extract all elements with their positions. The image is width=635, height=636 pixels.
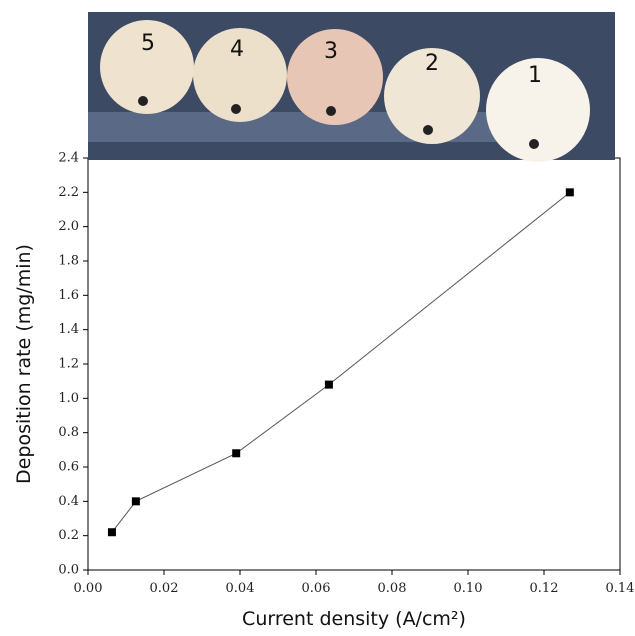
y-tick-label: 1.6: [58, 288, 79, 303]
data-point: [131, 497, 140, 506]
photo-inset: [88, 12, 615, 162]
y-tick-label: 0.6: [58, 460, 79, 475]
y-tick-label: 0.8: [58, 425, 79, 440]
x-tick-label: 0.12: [530, 581, 559, 596]
y-tick-label: 1.0: [58, 391, 79, 406]
y-tick-label: 2.0: [58, 219, 79, 234]
y-axis-label: Deposition rate (mg/min): [13, 244, 35, 484]
y-tick-label: 1.2: [58, 357, 79, 372]
sample-disc: [287, 29, 383, 125]
sample-disc: [193, 28, 287, 122]
sample-number: 4: [230, 37, 244, 62]
x-tick-label: 0.00: [74, 581, 103, 596]
data-point: [324, 380, 333, 389]
sample-number: 1: [528, 63, 542, 88]
y-tick-label: 0.0: [58, 563, 79, 578]
y-tick-label: 0.2: [58, 528, 79, 543]
sample-number: 3: [324, 39, 338, 64]
sample-number: 2: [425, 51, 439, 76]
sample-hole: [423, 125, 433, 135]
sample-hole: [138, 96, 148, 106]
sample-hole: [231, 104, 241, 114]
sample-hole: [326, 106, 336, 116]
x-axis-label: Current density (A/cm²): [242, 608, 466, 630]
x-tick-label: 0.02: [150, 581, 179, 596]
y-tick-label: 1.4: [58, 322, 79, 337]
sample-disc: [384, 48, 480, 144]
x-tick-label: 0.04: [226, 581, 255, 596]
x-tick-label: 0.14: [606, 581, 635, 596]
sample-disc: [100, 20, 194, 114]
series-line: [111, 191, 571, 533]
y-tick-label: 1.8: [58, 254, 79, 269]
x-tick-label: 0.10: [454, 581, 483, 596]
sample-number: 5: [141, 31, 155, 56]
x-tick-label: 0.06: [302, 581, 331, 596]
data-point: [107, 528, 116, 537]
y-tick-label: 2.2: [58, 185, 79, 200]
data-point: [232, 449, 241, 458]
data-point: [565, 188, 574, 197]
x-tick-label: 0.08: [378, 581, 407, 596]
sample-hole: [529, 139, 539, 149]
sample-disc: [486, 58, 590, 162]
y-tick-label: 0.4: [58, 494, 79, 509]
y-tick-label: 2.4: [58, 151, 79, 166]
